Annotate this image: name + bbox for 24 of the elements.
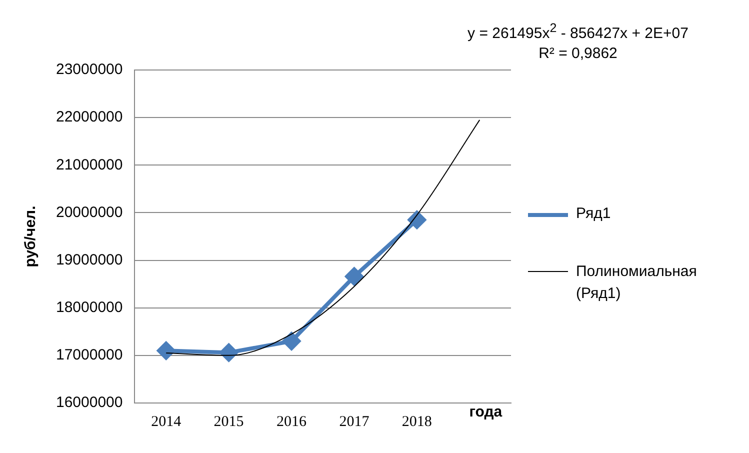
y-tick-label: 16000000 (56, 394, 123, 412)
point (408, 210, 426, 229)
y-tick-label: 20000000 (56, 204, 123, 221)
y-tick-label: 19000000 (56, 251, 123, 268)
point (157, 342, 176, 360)
y-axis-title: руб/чел. (22, 206, 40, 268)
y-tick-label: 22000000 (56, 108, 123, 126)
text: y = 261495x$^{2}$ - 856427x + 2E+07 (466, 20, 690, 44)
y-tick-label: 18000000 (56, 299, 123, 316)
point (220, 344, 238, 362)
point (282, 332, 301, 350)
x-axis-title: года (469, 404, 503, 421)
text: R² = 0,9862 (538, 44, 618, 64)
legend-label: Полиномиальная (Ряд1) (576, 262, 698, 304)
x-tick-label: 2014 (151, 414, 182, 430)
x-tick-label: 2017 (339, 414, 370, 430)
y-tick-label: 21000000 (56, 156, 123, 174)
point (345, 267, 364, 286)
x-tick-label: 2018 (402, 414, 432, 430)
x-tick-label: 2016 (276, 414, 308, 430)
y-tick-label: 17000000 (56, 346, 123, 364)
y-tick-label: 23000000 (56, 61, 123, 78)
legend-label: Ряд1 (576, 204, 612, 224)
x-tick-label: 2015 (214, 414, 244, 430)
